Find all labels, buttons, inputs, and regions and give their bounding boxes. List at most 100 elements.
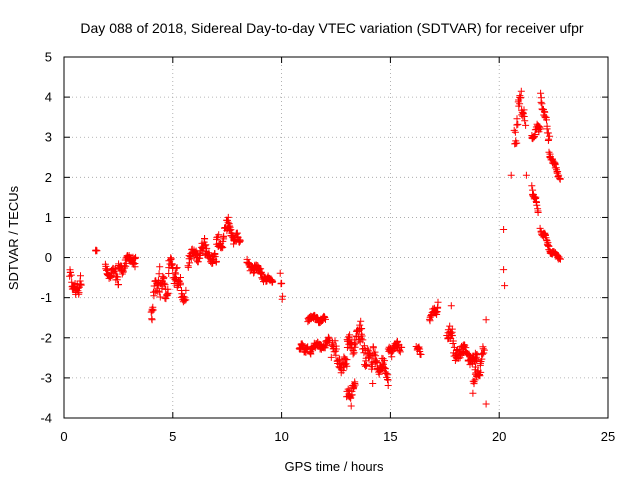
data-point — [434, 298, 442, 306]
data-point — [546, 132, 554, 140]
data-point — [428, 312, 436, 320]
data-point — [215, 231, 223, 239]
data-point — [471, 349, 479, 357]
y-axis-label: SDTVAR / TECUs — [6, 185, 21, 290]
data-point — [156, 263, 164, 271]
data-point — [516, 100, 524, 108]
data-point — [476, 372, 484, 380]
data-point — [358, 325, 366, 332]
data-point — [557, 255, 564, 263]
data-point — [182, 286, 190, 294]
data-point — [115, 281, 122, 288]
data-point — [522, 121, 530, 129]
data-point — [202, 241, 210, 249]
data-point — [350, 383, 358, 391]
x-tick-label: 10 — [274, 429, 288, 444]
data-point — [396, 348, 404, 356]
data-point — [513, 115, 521, 123]
y-tick-label: 5 — [45, 50, 52, 65]
data-point — [514, 120, 522, 128]
data-point — [537, 98, 545, 106]
data-point — [534, 209, 542, 216]
data-point — [161, 281, 169, 289]
data-point — [417, 351, 425, 358]
x-axis-label: GPS time / hours — [285, 459, 384, 474]
data-point — [544, 129, 552, 137]
data-point — [381, 364, 389, 372]
data-point — [149, 306, 157, 314]
data-point — [482, 316, 490, 324]
data-point — [164, 289, 172, 297]
data-point — [173, 264, 181, 272]
data-point — [369, 380, 377, 387]
data-point — [167, 255, 175, 263]
data-point — [332, 345, 340, 353]
data-point — [77, 272, 84, 280]
data-point — [132, 253, 140, 261]
data-point — [331, 337, 339, 345]
y-tick-label: -1 — [40, 290, 52, 305]
data-point — [462, 344, 470, 352]
data-point — [352, 339, 360, 347]
data-point — [74, 284, 82, 292]
data-point — [398, 343, 406, 351]
data-point — [511, 128, 519, 136]
data-point — [369, 344, 377, 352]
data-point — [545, 148, 553, 156]
data-point — [278, 280, 286, 287]
data-point — [381, 357, 388, 365]
data-point — [448, 332, 456, 340]
data-point — [449, 337, 457, 345]
data-point — [469, 389, 477, 397]
x-tick-label: 15 — [383, 429, 397, 444]
data-point — [148, 316, 156, 324]
data-point — [302, 348, 310, 356]
data-point — [530, 132, 538, 140]
data-point — [507, 171, 515, 179]
data-point — [156, 293, 164, 301]
data-point — [537, 89, 545, 97]
y-tick-label: 3 — [45, 130, 52, 145]
data-point — [158, 285, 166, 293]
data-point — [382, 365, 389, 373]
data-point — [201, 235, 209, 243]
data-point — [339, 367, 347, 375]
x-tick-label: 5 — [169, 429, 176, 444]
data-point — [460, 343, 468, 350]
data-point — [155, 270, 163, 278]
x-tick-label: 0 — [60, 429, 67, 444]
data-point — [187, 255, 195, 263]
data-point — [184, 262, 192, 270]
data-point — [533, 201, 541, 209]
data-point — [186, 259, 193, 267]
chart-title: Day 088 of 2018, Sidereal Day-to-day VTE… — [80, 20, 584, 36]
data-point — [513, 121, 521, 129]
x-tick-labels: 0 5 10 15 20 25 — [60, 429, 615, 444]
data-point — [556, 175, 564, 183]
data-point — [477, 368, 485, 376]
y-tick-label: -4 — [40, 411, 52, 426]
data-point — [172, 264, 180, 272]
data-point — [203, 244, 211, 252]
data-point — [224, 216, 231, 224]
data-point — [517, 87, 525, 95]
data-point — [555, 171, 563, 179]
data-point — [181, 297, 189, 305]
data-point — [220, 235, 228, 243]
data-point — [66, 272, 74, 280]
data-point — [517, 94, 525, 102]
data-point — [470, 380, 478, 388]
data-point — [545, 135, 553, 143]
data-point — [479, 343, 487, 351]
data-point — [119, 268, 127, 276]
data-point — [351, 381, 359, 389]
data-point — [520, 106, 528, 114]
y-tick-label: 0 — [45, 250, 52, 265]
data-point — [279, 292, 287, 300]
data-point — [177, 279, 184, 287]
data-point — [236, 237, 244, 245]
data-point — [77, 281, 85, 289]
y-tick-label: 2 — [45, 170, 52, 185]
data-point — [480, 349, 488, 357]
data-point — [478, 355, 486, 363]
